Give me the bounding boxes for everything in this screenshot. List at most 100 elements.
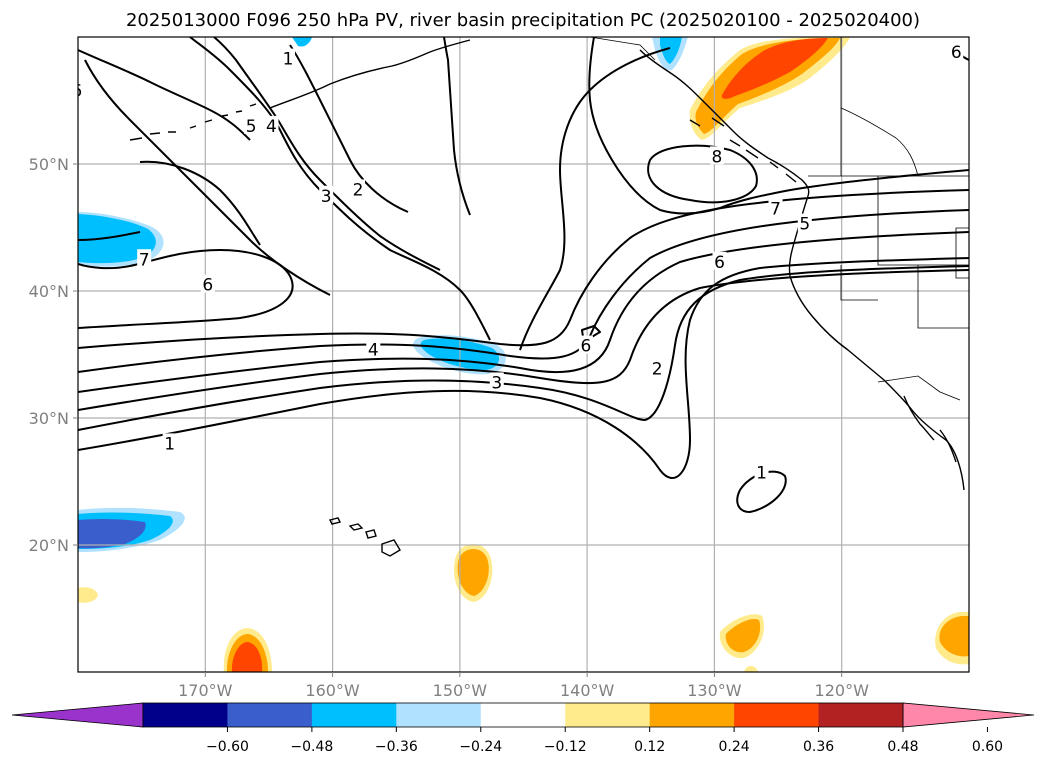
neg-anomaly-west-44n-core — [78, 214, 156, 264]
pv-label-bg — [200, 274, 215, 293]
pv-label-bg — [768, 198, 783, 217]
pv-contour — [588, 37, 969, 215]
colorbar-tick-label: 0.12 — [634, 739, 665, 755]
pv-label-bg — [137, 249, 152, 268]
pv-contour — [289, 44, 409, 213]
colorbar-tick-label: 0.24 — [719, 739, 750, 755]
pv-contour-label: 6 — [71, 81, 82, 101]
x-tick-label: 120°W — [815, 681, 870, 700]
colorbar-bin — [734, 703, 820, 727]
pv-label-bg — [797, 213, 812, 232]
pv-contour — [84, 59, 331, 296]
pv-contour — [78, 265, 969, 431]
pv-contour-label: 1 — [756, 464, 767, 484]
pv-label-bg — [949, 42, 964, 61]
neg-anomaly-ak-panhandle-core — [660, 37, 682, 64]
pv-contour-label: 2 — [353, 180, 364, 200]
colorbar-tick-label: −0.36 — [375, 739, 418, 755]
hawaii — [328, 517, 401, 557]
pv-contour-label: 6 — [714, 253, 725, 273]
pv-contour-label: 4 — [266, 117, 277, 137]
pv-contour — [443, 37, 471, 216]
west-coast-us — [788, 195, 965, 491]
pos-anomaly-150w-18n-core — [457, 549, 489, 596]
pv-label-bg — [712, 251, 727, 270]
pv-label-bg — [709, 146, 724, 165]
pv-label-bg — [264, 115, 279, 134]
pos-anomaly-127w-13n-core — [725, 618, 761, 653]
pv-contour — [78, 209, 969, 373]
map-frame — [77, 36, 970, 673]
pv-contour-label: 2 — [652, 359, 663, 379]
pv-contour-label: 7 — [139, 250, 150, 270]
colorbar-tick-label: 0.36 — [803, 739, 834, 755]
colorbar-bin — [396, 703, 482, 727]
colorbar-extend-high — [902, 702, 1035, 728]
colorbar-bin — [227, 703, 313, 727]
pv-contour-label: 1 — [283, 50, 294, 70]
pv-contour-label: 4 — [368, 340, 379, 360]
pv-contour — [139, 160, 261, 246]
pv-label-bg — [366, 339, 381, 358]
gridlines — [78, 37, 969, 672]
pv-contour-label: 7 — [770, 199, 781, 219]
pos-anomaly-west-16n — [78, 587, 98, 603]
pv-contour-label: 8 — [712, 147, 723, 167]
pv-label-bg — [351, 179, 366, 198]
pv-contour-label: 6 — [202, 276, 213, 296]
colorbar-bin — [565, 703, 651, 727]
pv-contour — [647, 144, 758, 204]
y-tick-label: 50°N — [29, 155, 69, 174]
y-axis: 20°N 30°N 40°N 50°N — [29, 155, 78, 555]
pos-anomaly-112w-13n-core — [939, 616, 969, 657]
pv-contour-label: 1 — [164, 434, 175, 454]
y-tick-label: 40°N — [29, 282, 69, 301]
pv-contour-label: 5 — [246, 117, 257, 137]
colorbar-tick-label: −0.12 — [544, 739, 587, 755]
colorbar-bin — [143, 703, 228, 727]
colorbar-tick-label: 0.60 — [972, 739, 1003, 755]
colorbar-tick-label: −0.48 — [290, 739, 333, 755]
x-tick-label: 170°W — [178, 681, 233, 700]
pv-label-bg — [281, 48, 296, 67]
pv-contour-label: 3 — [491, 373, 502, 393]
y-tick-label: 20°N — [29, 536, 69, 555]
neg-anomaly-gulf-ak — [292, 37, 312, 47]
chart-title: 2025013000 F096 250 hPa PV, river basin … — [126, 10, 920, 31]
pos-anomaly-166w-11n-core — [231, 642, 263, 672]
pv-label-bg — [244, 115, 259, 134]
baja — [903, 395, 957, 463]
pv-contour — [78, 269, 969, 411]
colorbar-tick-label: 0.48 — [887, 739, 918, 755]
colorbar-tick-label: −0.60 — [206, 739, 249, 755]
neg-anomaly-west-21n-core — [78, 518, 146, 549]
colorbar-bin — [818, 703, 904, 727]
pv-contour — [78, 49, 251, 241]
pv-contour-label: 3 — [321, 187, 332, 207]
y-tick-label: 30°N — [29, 409, 69, 428]
colorbar: −0.60 −0.48 −0.36 −0.24 −0.12 0.12 0.24 0.36 0.4… — [11, 702, 1035, 755]
colorbar-frame — [142, 702, 904, 728]
pv-contour-label: 5 — [799, 215, 810, 235]
colorbar-extend-low — [11, 702, 144, 728]
colorbar-bin — [311, 703, 397, 727]
pv-label-bg — [754, 462, 769, 481]
pv-label-bg — [650, 358, 665, 377]
pv-contour — [78, 231, 969, 393]
x-tick-label: 150°W — [433, 681, 488, 700]
colorbar-bin — [480, 703, 566, 727]
pos-anomaly-127w-10n — [744, 666, 758, 672]
colorbar-bin — [649, 703, 735, 727]
pv-label-bg — [578, 335, 593, 354]
pv-label-bg — [319, 185, 334, 204]
x-tick-label: 130°W — [687, 681, 742, 700]
pv-contour — [213, 37, 441, 271]
pv-contour — [78, 257, 969, 479]
pv-label-bg — [162, 433, 177, 452]
pv-label-bg — [489, 372, 504, 391]
alaska-coast — [269, 39, 471, 109]
pv-contour-label: 6 — [580, 337, 591, 357]
